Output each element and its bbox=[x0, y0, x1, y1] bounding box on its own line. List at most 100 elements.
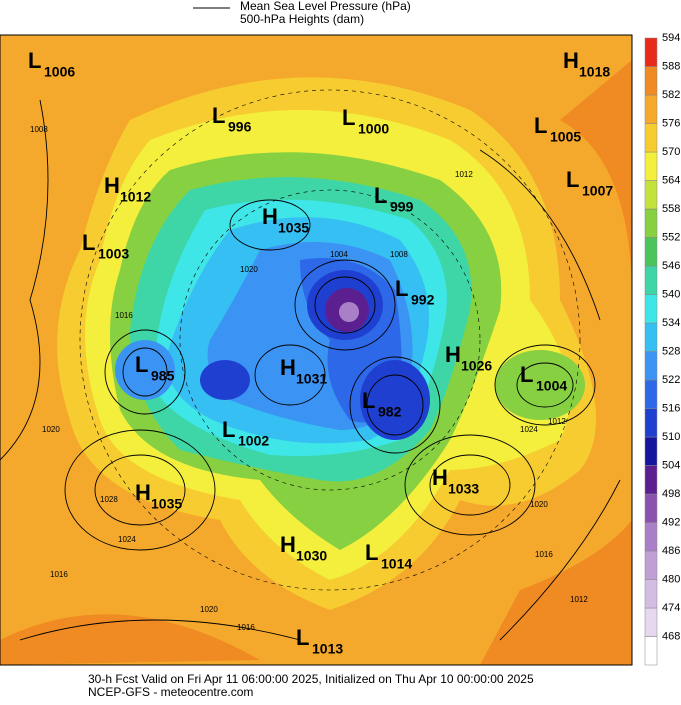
center-pressure: 1005 bbox=[550, 129, 581, 145]
center-pressure: 1002 bbox=[238, 433, 269, 449]
isobar-label: 1012 bbox=[455, 170, 473, 179]
center-pressure: 1035 bbox=[151, 496, 182, 512]
center-pressure: 1007 bbox=[582, 183, 613, 199]
colorbar-box bbox=[644, 294, 658, 324]
colorbar-box bbox=[644, 493, 658, 523]
isobar-label: 1024 bbox=[520, 425, 538, 434]
colorbar-box bbox=[644, 522, 658, 552]
center-pressure: 1030 bbox=[296, 548, 327, 564]
colorbar-label: 558 bbox=[662, 203, 680, 215]
colorbar-box bbox=[644, 94, 658, 124]
colorbar-label: 540 bbox=[662, 288, 680, 300]
colorbar-label: 528 bbox=[662, 345, 680, 357]
isobar-label: 1016 bbox=[50, 570, 68, 579]
colorbar-box bbox=[644, 351, 658, 381]
center-letter: H bbox=[135, 480, 151, 505]
footer: NCEP-GFS - meteocentre.com bbox=[88, 685, 253, 699]
center-pressure: 1026 bbox=[461, 358, 492, 374]
isobar-label: 1020 bbox=[200, 605, 218, 614]
colorbar-label: 510 bbox=[662, 431, 680, 443]
center-letter: L bbox=[212, 103, 225, 128]
center-letter: H bbox=[280, 532, 296, 557]
center-pressure: 1003 bbox=[98, 246, 129, 262]
center-pressure: 1006 bbox=[44, 64, 75, 80]
colorbar-label: 468 bbox=[662, 630, 680, 642]
isobar-label: 1012 bbox=[548, 417, 566, 426]
center-pressure: 1035 bbox=[278, 220, 309, 236]
center-letter: H bbox=[563, 48, 579, 73]
center-letter: L bbox=[296, 625, 309, 650]
colorbar-box bbox=[644, 66, 658, 96]
colorbar-box bbox=[644, 237, 658, 267]
footer: 30-h Fcst Valid on Fri Apr 11 06:00:00 2… bbox=[88, 672, 534, 686]
isobar-label: 1016 bbox=[115, 311, 133, 320]
colorbar-label: 594 bbox=[662, 32, 680, 44]
colorbar-box bbox=[644, 208, 658, 238]
isobar-label: 1008 bbox=[390, 250, 408, 259]
colorbar-box bbox=[644, 37, 658, 67]
center-letter: L bbox=[374, 183, 387, 208]
colorbar-box bbox=[644, 579, 658, 609]
colorbar-box bbox=[644, 379, 658, 409]
colorbar-label: 498 bbox=[662, 488, 680, 500]
colorbar-label: 546 bbox=[662, 260, 680, 272]
center-letter: L bbox=[82, 230, 95, 255]
center-pressure: 999 bbox=[390, 199, 414, 215]
center-pressure: 985 bbox=[151, 368, 175, 384]
colorbar-box bbox=[644, 607, 658, 637]
center-pressure: 996 bbox=[228, 119, 252, 135]
legend-entry: Mean Sea Level Pressure (hPa) bbox=[240, 0, 411, 13]
isobar-label: 1020 bbox=[530, 500, 548, 509]
colorbar-label: 504 bbox=[662, 459, 680, 471]
center-pressure: 1012 bbox=[120, 189, 151, 205]
colorbar-box bbox=[644, 322, 658, 352]
colorbar-box bbox=[644, 636, 658, 666]
isobar-label: 1028 bbox=[100, 495, 118, 504]
center-letter: H bbox=[432, 465, 448, 490]
center-letter: L bbox=[342, 105, 355, 130]
colorbar-label: 486 bbox=[662, 545, 680, 557]
legend-entry: 500-hPa Heights (dam) bbox=[240, 12, 364, 26]
center-pressure: 1033 bbox=[448, 481, 479, 497]
colorbar-box bbox=[644, 408, 658, 438]
map-field bbox=[0, 35, 632, 665]
center-letter: L bbox=[28, 48, 41, 73]
center-letter: L bbox=[222, 417, 235, 442]
isobar-label: 1012 bbox=[570, 595, 588, 604]
center-pressure: 1018 bbox=[579, 64, 610, 80]
colorbar-box bbox=[644, 123, 658, 153]
isobar-label: 1016 bbox=[237, 623, 255, 632]
colorbar-box bbox=[644, 151, 658, 181]
colorbar-label: 576 bbox=[662, 117, 680, 129]
colorbar-box bbox=[644, 465, 658, 495]
colorbar-box bbox=[644, 180, 658, 210]
isobar-label: 1020 bbox=[42, 425, 60, 434]
center-pressure: 1013 bbox=[312, 641, 343, 657]
colorbar-box bbox=[644, 436, 658, 466]
colorbar-label: 522 bbox=[662, 374, 680, 386]
colorbar-label: 480 bbox=[662, 573, 680, 585]
center-pressure: 1014 bbox=[381, 556, 412, 572]
center-pressure: 1031 bbox=[296, 371, 327, 387]
center-pressure: 1004 bbox=[536, 378, 567, 394]
isobar-label: 1008 bbox=[30, 125, 48, 134]
colorbar-label: 588 bbox=[662, 60, 680, 72]
center-letter: H bbox=[104, 173, 120, 198]
center-letter: H bbox=[262, 204, 278, 229]
center-letter: H bbox=[445, 342, 461, 367]
isobar-label: 1004 bbox=[330, 250, 348, 259]
center-letter: L bbox=[365, 540, 378, 565]
isobar-label: 1024 bbox=[118, 535, 136, 544]
colorbar-label: 564 bbox=[662, 174, 680, 186]
colorbar-label: 492 bbox=[662, 516, 680, 528]
colorbar-label: 474 bbox=[662, 602, 680, 614]
colorbar-label: 552 bbox=[662, 231, 680, 243]
center-letter: L bbox=[395, 276, 408, 301]
colorbar-label: 534 bbox=[662, 317, 680, 329]
map-frame bbox=[0, 34, 633, 666]
colorbar-label: 516 bbox=[662, 402, 680, 414]
center-letter: L bbox=[135, 352, 148, 377]
colorbar-box bbox=[644, 550, 658, 580]
isobar-label: 1016 bbox=[535, 550, 553, 559]
